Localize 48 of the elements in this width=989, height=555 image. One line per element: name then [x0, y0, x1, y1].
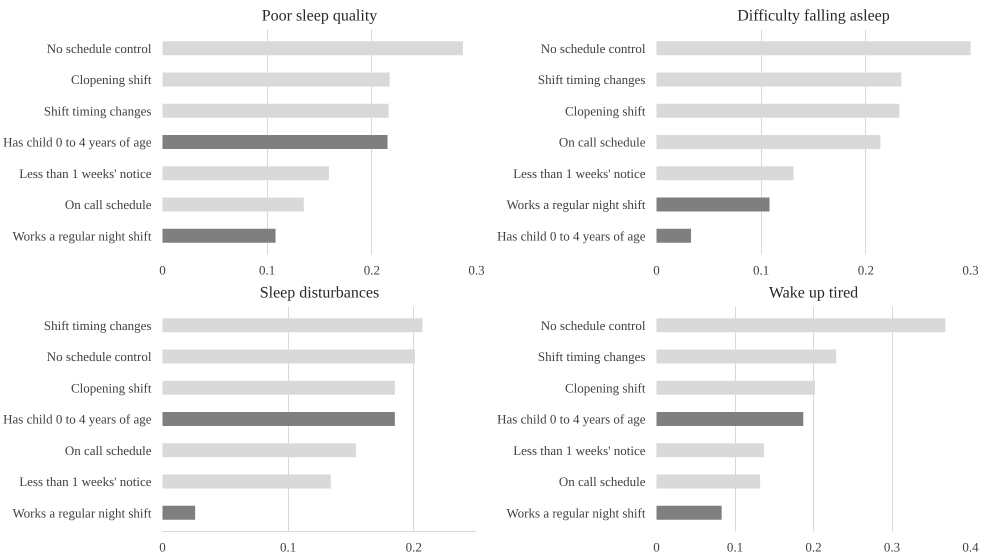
y-tick-label: Has child 0 to 4 years of age: [497, 228, 646, 244]
y-tick-label: No schedule control: [540, 40, 646, 56]
y-tick-label: Has child 0 to 4 years of age: [3, 134, 152, 150]
y-tick-label: Shift timing changes: [44, 318, 152, 333]
y-tick-label: Shift timing changes: [538, 349, 646, 364]
y-tick-label: Has child 0 to 4 years of age: [3, 412, 152, 426]
x-tick-label: 0.1: [726, 540, 744, 554]
chart-title: Poor sleep quality: [262, 8, 378, 24]
y-tick-label: No schedule control: [46, 349, 152, 364]
chart-title: Wake up tired: [768, 284, 858, 302]
y-tick-label: Less than 1 weeks' notice: [19, 166, 152, 181]
y-tick-label: On call schedule: [558, 474, 646, 489]
x-tick-label: 0.2: [805, 540, 822, 554]
y-tick-label: On call schedule: [64, 197, 152, 212]
y-tick-label: Works a regular night shift: [506, 197, 646, 212]
y-tick-label: No schedule control: [540, 318, 646, 333]
x-tick-label: 0: [159, 540, 166, 554]
chart-title: Difficulty falling asleep: [737, 8, 890, 24]
y-tick-label: Less than 1 weeks' notice: [513, 166, 646, 181]
x-tick-label: 0: [653, 540, 660, 554]
x-tick-label: 0.3: [962, 262, 979, 278]
y-tick-label: On call schedule: [64, 442, 152, 458]
y-tick-label: Shift timing changes: [538, 72, 646, 87]
chart-title: Sleep disturbances: [260, 284, 380, 302]
y-tick-label: Shift timing changes: [44, 103, 152, 118]
y-tick-label: Clopening shift: [70, 380, 152, 396]
x-tick-label: 0.1: [753, 262, 770, 278]
x-tick-label: 0.1: [259, 262, 276, 278]
x-tick-label: 0.1: [280, 540, 296, 554]
y-tick-label: Has child 0 to 4 years of age: [497, 412, 646, 426]
x-tick-label: 0.4: [962, 540, 980, 554]
x-tick-label: 0.3: [468, 262, 485, 278]
x-tick-label: 0.3: [884, 540, 900, 554]
y-tick-label: Works a regular night shift: [506, 505, 646, 520]
y-tick-label: Works a regular night shift: [12, 505, 152, 520]
x-tick-label: 0: [159, 262, 166, 278]
y-tick-label: On call schedule: [558, 134, 646, 150]
x-tick-label: 0.2: [858, 262, 874, 278]
y-tick-label: Less than 1 weeks' notice: [19, 474, 152, 489]
y-tick-label: Works a regular night shift: [12, 228, 152, 244]
y-tick-label: No schedule control: [46, 40, 152, 56]
y-tick-label: Clopening shift: [70, 72, 152, 87]
x-tick-label: 0: [653, 262, 660, 278]
x-tick-label: 0.2: [364, 262, 380, 278]
y-tick-label: Clopening shift: [564, 103, 646, 118]
y-tick-label: Less than 1 weeks' notice: [513, 442, 646, 458]
y-tick-label: Clopening shift: [564, 380, 646, 396]
x-tick-label: 0.2: [406, 540, 422, 554]
